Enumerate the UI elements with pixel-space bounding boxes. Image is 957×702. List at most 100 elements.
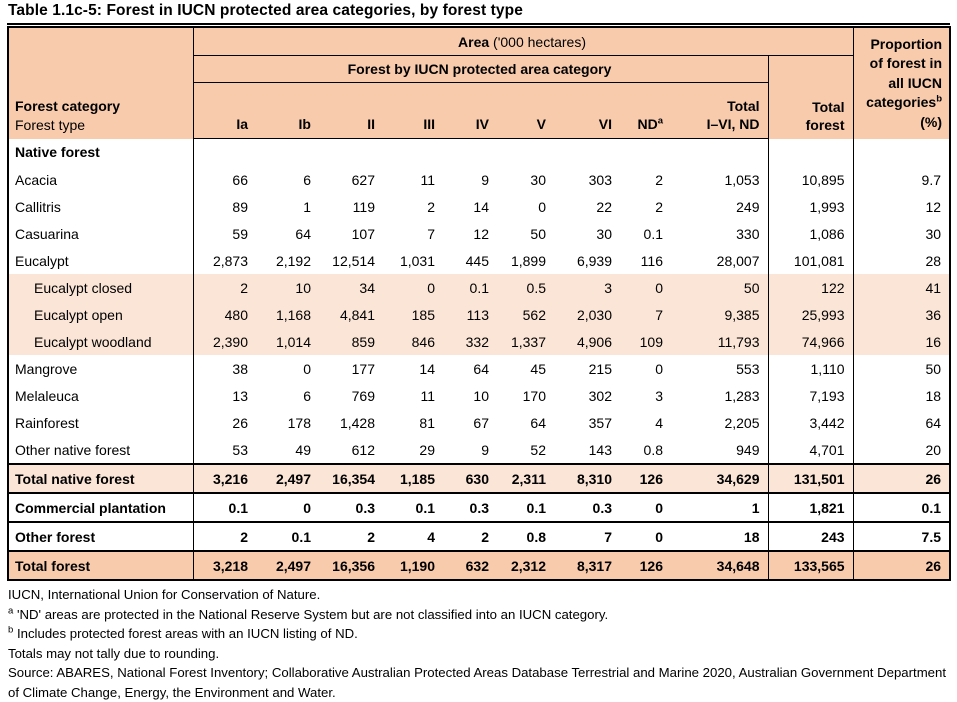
value-cell: 2	[443, 521, 497, 551]
header-forest-type-line2: Forest type	[15, 116, 86, 133]
value-cell: 769	[351, 387, 375, 404]
table-row: Mangrove 38 0 177 14 64 45 215 0 553 1,110 50	[8, 355, 950, 382]
value-cell: 1,821	[768, 492, 854, 522]
value-cell: 2	[193, 521, 256, 551]
value-cell: 4,841	[339, 306, 375, 323]
table-row: Other forest 2 0.1 2 4 2 0.8 7 0 18 243 7.5	[8, 521, 951, 551]
header-area: Area ('000 hectares)	[193, 27, 854, 56]
value-cell: 9	[481, 441, 489, 458]
value-cell: 7	[655, 306, 663, 323]
value-cell: 59	[232, 225, 248, 242]
value-cell: 9,385	[671, 301, 769, 328]
value-cell: 7,193	[768, 382, 854, 409]
value-cell: 2	[655, 171, 663, 188]
value-cell: 2,311	[497, 463, 554, 493]
value-cell: 0	[655, 279, 663, 296]
col-header-nd: NDa	[620, 82, 671, 139]
table-row: Total native forest 3,216 2,497 16,354 1,185…	[8, 463, 951, 493]
value-cell: 8,317	[554, 550, 620, 580]
value-cell: 0	[620, 492, 671, 522]
value-cell: 0.1	[193, 492, 256, 522]
row-label: Callitris	[8, 193, 194, 220]
value-cell: 3,216	[193, 463, 256, 493]
value-cell: 34	[359, 279, 375, 296]
value-cell: 113	[466, 306, 489, 323]
row-label: Eucalypt woodland	[8, 328, 194, 355]
value-cell: 1,283	[671, 382, 769, 409]
footnote-marker-b: b	[936, 93, 943, 105]
value-cell: 12	[925, 198, 942, 215]
value-cell: 16,356	[319, 550, 383, 580]
table-row: Rainforest 26 178 1,428 81 67 64 357 4 2,205 3,442…	[8, 409, 950, 436]
row-label: Melaleuca	[8, 382, 194, 409]
value-cell: 2,873	[212, 252, 248, 269]
value-cell: 25,993	[768, 301, 854, 328]
value-cell: 6	[303, 387, 311, 404]
value-cell: 2,497	[256, 463, 319, 493]
col-header-total-i-vi-nd: Total I–VI, ND	[671, 82, 768, 139]
value-cell: 64	[925, 414, 942, 431]
value-cell: 0.3	[554, 492, 620, 522]
value-cell: 1,110	[768, 355, 854, 382]
value-cell: 3	[655, 387, 663, 404]
value-cell: 18	[925, 387, 942, 404]
row-label: Eucalypt open	[8, 301, 194, 328]
value-cell: 6	[303, 171, 311, 188]
value-cell: 10	[295, 279, 311, 296]
value-cell: 3,442	[768, 409, 854, 436]
value-cell	[554, 139, 620, 167]
value-cell: 612	[351, 441, 375, 458]
value-cell: 30	[530, 171, 546, 188]
footnote-marker-b: b	[8, 624, 14, 636]
value-cell: 0.8	[643, 441, 663, 458]
value-cell: 11	[420, 387, 435, 404]
value-cell: 0	[303, 360, 311, 377]
row-label: Rainforest	[8, 409, 194, 436]
table-row: Eucalypt woodland 2,390 1,014 859 846 332 1,33…	[8, 328, 951, 355]
row-label: Eucalypt	[8, 247, 194, 274]
page: Table 1.1c-5: Forest in IUCN protected a…	[7, 2, 952, 700]
row-label: Commercial plantation	[8, 492, 194, 522]
footnote-line: b Includes protected forest areas with a…	[8, 624, 358, 641]
value-cell: 0.3	[319, 492, 383, 522]
value-cell: 215	[588, 360, 612, 377]
value-cell: 0	[427, 279, 435, 296]
value-cell: 1,993	[768, 193, 854, 220]
value-cell: 0.1	[643, 225, 663, 242]
header-area-unit: ('000 hectares)	[493, 33, 586, 50]
value-cell: 64	[295, 225, 311, 242]
footnote-line: Source: ABARES, National Forest Inventor…	[8, 665, 947, 700]
value-cell: 14	[419, 360, 435, 377]
value-cell: 2	[655, 198, 663, 215]
value-cell: 1	[303, 198, 311, 215]
value-cell: 50	[671, 274, 769, 301]
value-cell: 1,014	[275, 333, 311, 350]
value-cell: 2	[319, 521, 383, 551]
value-cell: 627	[351, 171, 375, 188]
value-cell: 101,081	[768, 247, 854, 274]
value-cell: 632	[443, 550, 497, 580]
value-cell: 0	[538, 198, 546, 215]
value-cell: 177	[351, 360, 375, 377]
value-cell: 7	[554, 521, 620, 551]
table-row: Callitris 89 1 119 2 14 0 22 2 249 1,993 12	[8, 193, 950, 220]
value-cell: 28,007	[671, 247, 769, 274]
value-cell: 131,501	[768, 463, 854, 493]
row-label: Mangrove	[8, 355, 194, 382]
value-cell: 4,906	[576, 333, 612, 350]
value-cell: 0.8	[497, 521, 554, 551]
value-cell: 34,629	[671, 463, 769, 493]
value-cell	[256, 139, 319, 167]
value-cell: 143	[588, 441, 612, 458]
value-cell: 14	[473, 198, 489, 215]
value-cell: 116	[640, 252, 663, 269]
table-row: Melaleuca 13 6 769 11 10 170 302 3 1,283 7,193 18	[8, 382, 950, 409]
col-header-vi: VI	[554, 82, 620, 139]
value-cell: 9	[481, 171, 489, 188]
value-cell: 53	[232, 441, 248, 458]
value-cell: 41	[925, 279, 942, 296]
value-cell: 0.1	[497, 492, 554, 522]
value-cell: 8,310	[554, 463, 620, 493]
value-cell: 0.1	[469, 279, 489, 296]
col-header-ia: Ia	[193, 82, 256, 139]
